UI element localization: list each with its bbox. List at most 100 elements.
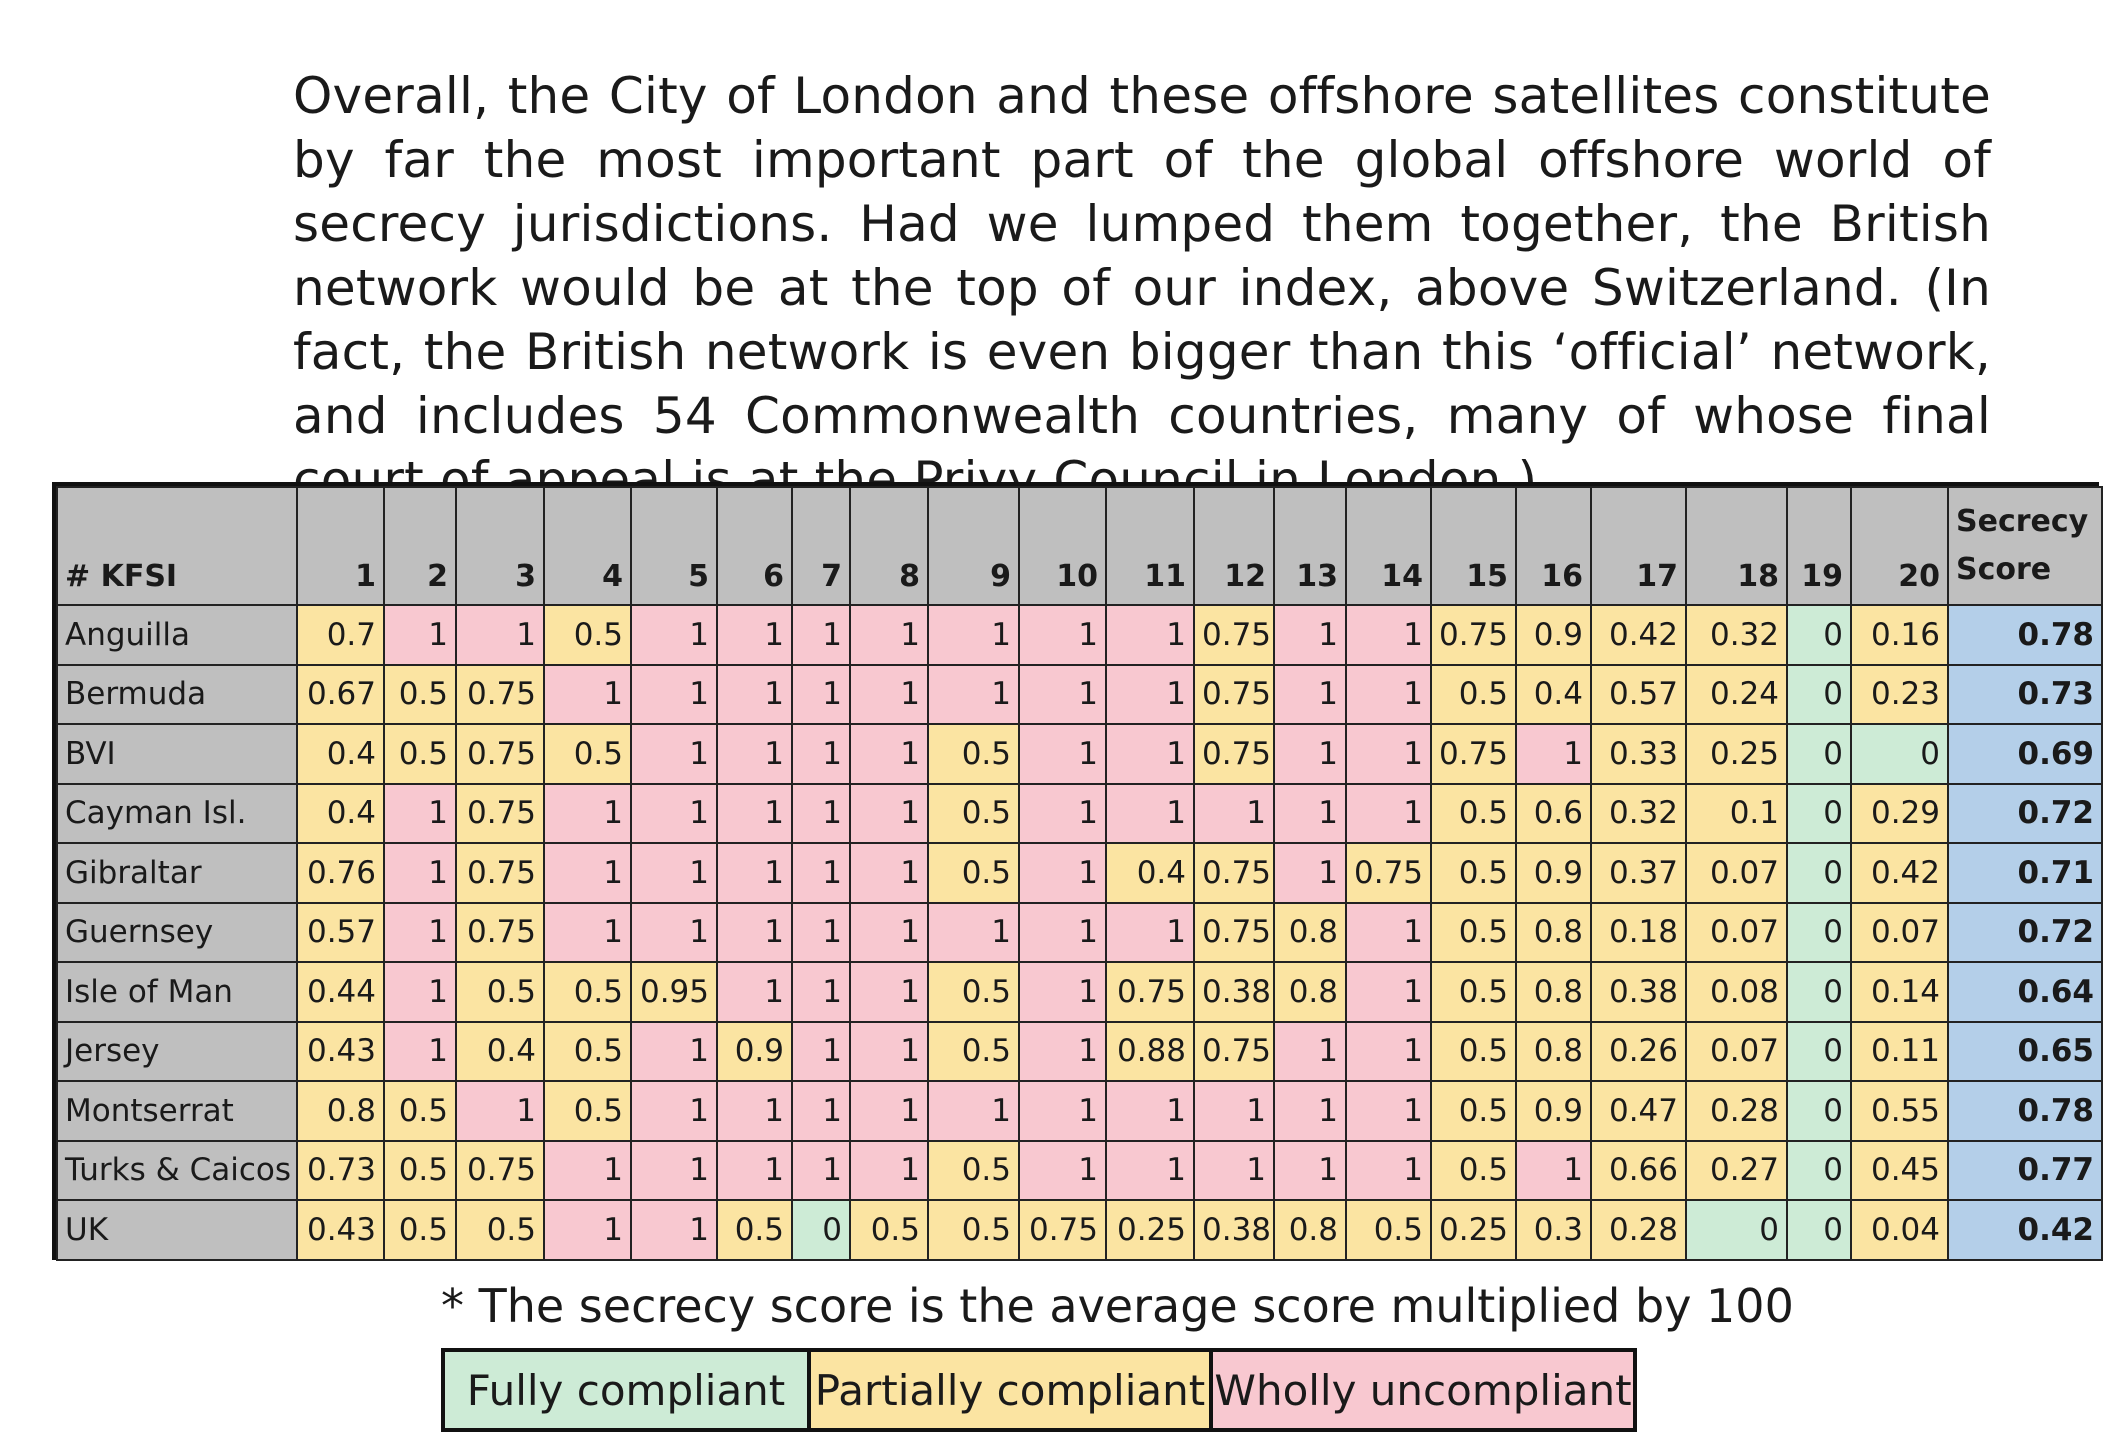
- kfsi-cell: 1: [630, 842, 718, 904]
- kfsi-column-header: 5: [630, 486, 718, 606]
- kfsi-cell: 1: [849, 723, 929, 785]
- kfsi-cell: 1: [1018, 604, 1107, 666]
- kfsi-cell: 1: [927, 1080, 1020, 1142]
- kfsi-cell: 0.38: [1193, 1199, 1275, 1261]
- kfsi-cell: 0.75: [455, 723, 545, 785]
- kfsi-cell: 1: [630, 723, 718, 785]
- kfsi-cell: 1: [383, 782, 457, 844]
- kfsi-cell: 0.07: [1850, 901, 1949, 963]
- kfsi-column-header: 18: [1685, 486, 1788, 606]
- kfsi-cell: 0.67: [296, 663, 385, 725]
- kfsi-cell: 1: [1105, 723, 1195, 785]
- kfsi-cell: 0.5: [927, 1020, 1020, 1082]
- secrecy-score-header-line2: Score: [1956, 552, 2052, 587]
- kfsi-cell: 0.5: [927, 961, 1020, 1023]
- kfsi-cell: 1: [1345, 782, 1432, 844]
- kfsi-cell: 1: [716, 961, 793, 1023]
- kfsi-column-header: 16: [1515, 486, 1592, 606]
- kfsi-cell: 0.25: [1105, 1199, 1195, 1261]
- jurisdiction-name: Turks & Caicos: [56, 1139, 298, 1201]
- kfsi-cell: 0.4: [455, 1020, 545, 1082]
- kfsi-cell: 1: [849, 663, 929, 725]
- kfsi-cell: 0.8: [1273, 1199, 1347, 1261]
- kfsi-cell: 1: [630, 1199, 718, 1261]
- kfsi-cell: 1: [791, 604, 851, 666]
- kfsi-cell: 0.75: [1345, 842, 1432, 904]
- kfsi-cell: 0: [1786, 901, 1852, 963]
- kfsi-cell: 0: [1850, 723, 1949, 785]
- kfsi-cell: 0.42: [1850, 842, 1949, 904]
- kfsi-cell: 0.75: [1430, 723, 1517, 785]
- kfsi-cell: 0.33: [1590, 723, 1687, 785]
- kfsi-cell: 1: [849, 1139, 929, 1201]
- intro-paragraph: Overall, the City of London and these of…: [293, 67, 1991, 509]
- kfsi-cell: 1: [1193, 782, 1275, 844]
- kfsi-cell: 1: [1345, 1080, 1432, 1142]
- kfsi-cell: 1: [849, 782, 929, 844]
- secrecy-score-cell: 0.65: [1947, 1020, 2103, 1082]
- kfsi-cell: 1: [1345, 961, 1432, 1023]
- kfsi-column-header: 2: [383, 486, 457, 606]
- secrecy-score-header: Secrecy Score: [1947, 486, 2103, 606]
- kfsi-cell: 1: [1273, 723, 1347, 785]
- kfsi-cell: 0.08: [1685, 961, 1788, 1023]
- kfsi-cell: 0.1: [1685, 782, 1788, 844]
- kfsi-cell: 0.38: [1193, 961, 1275, 1023]
- kfsi-cell: 0.5: [543, 1020, 632, 1082]
- kfsi-cell: 0.5: [543, 604, 632, 666]
- kfsi-cell: 0.9: [1515, 842, 1592, 904]
- kfsi-cell: 0.5: [455, 961, 545, 1023]
- kfsi-cell: 1: [630, 1020, 718, 1082]
- kfsi-cell: 0.5: [927, 1139, 1020, 1201]
- kfsi-cell: 1: [849, 842, 929, 904]
- kfsi-cell: 0.5: [543, 723, 632, 785]
- kfsi-cell: 1: [849, 961, 929, 1023]
- kfsi-cell: 1: [1273, 1139, 1347, 1201]
- kfsi-cell: 0.8: [296, 1080, 385, 1142]
- kfsi-cell: 0.5: [455, 1199, 545, 1261]
- kfsi-cell: 0.29: [1850, 782, 1949, 844]
- jurisdiction-name: Gibraltar: [56, 842, 298, 904]
- jurisdiction-name: Montserrat: [56, 1080, 298, 1142]
- kfsi-cell: 0.5: [1430, 961, 1517, 1023]
- kfsi-cell: 1: [849, 901, 929, 963]
- table-row: Bermuda 0.67 0.5 0.75 1 1 1 1 1 1 1 1 0.75 1 1 0.5 0.4 0.…: [56, 663, 2103, 725]
- kfsi-cell: 1: [716, 723, 793, 785]
- secrecy-score-cell: 0.77: [1947, 1139, 2103, 1201]
- kfsi-cell: 1: [1105, 782, 1195, 844]
- kfsi-cell: 1: [630, 782, 718, 844]
- kfsi-cell: 0.45: [1850, 1139, 1949, 1201]
- kfsi-cell: 0.5: [1430, 901, 1517, 963]
- table-row: Turks & Caicos 0.73 0.5 0.75 1 1 1 1 1 0.5 1 1 1 1 1 0.…: [56, 1139, 2103, 1201]
- secrecy-score-cell: 0.78: [1947, 1080, 2103, 1142]
- kfsi-cell: 1: [1273, 842, 1347, 904]
- kfsi-cell: 1: [1273, 1020, 1347, 1082]
- kfsi-cell: 0.5: [383, 1080, 457, 1142]
- kfsi-cell: 0.9: [1515, 604, 1592, 666]
- jurisdiction-name: Cayman Isl.: [56, 782, 298, 844]
- kfsi-cell: 0.9: [716, 1020, 793, 1082]
- kfsi-cell: 0.38: [1590, 961, 1687, 1023]
- kfsi-cell: 0.5: [927, 1199, 1020, 1261]
- kfsi-cell: 1: [1345, 723, 1432, 785]
- kfsi-cell: 0.14: [1850, 961, 1949, 1023]
- kfsi-cell: 1: [630, 1139, 718, 1201]
- kfsi-cell: 1: [630, 663, 718, 725]
- kfsi-cell: 1: [630, 604, 718, 666]
- kfsi-column-header: 20: [1850, 486, 1949, 606]
- kfsi-cell: 0.5: [927, 842, 1020, 904]
- kfsi-cell: 0.5: [1430, 842, 1517, 904]
- kfsi-cell: 1: [383, 842, 457, 904]
- kfsi-cell: 1: [1515, 723, 1592, 785]
- kfsi-cell: 0.8: [1273, 901, 1347, 963]
- table-row: UK 0.43 0.5 0.5 1 1 0.5 0 0.5 0.5 0.75 0.25 0.38 0.8 0…: [56, 1199, 2103, 1261]
- kfsi-cell: 0.76: [296, 842, 385, 904]
- kfsi-cell: 0.28: [1685, 1080, 1788, 1142]
- kfsi-cell: 1: [791, 1139, 851, 1201]
- kfsi-cell: 0.75: [1193, 842, 1275, 904]
- kfsi-cell: 1: [1018, 1080, 1107, 1142]
- footnote: * The secrecy score is the average score…: [441, 1279, 1794, 1333]
- kfsi-cell: 1: [630, 1080, 718, 1142]
- table-row: Cayman Isl. 0.4 1 0.75 1 1 1 1 1 0.5 1 1 1 1 1 0.5 0.6 0.…: [56, 782, 2103, 844]
- kfsi-cell: 0.28: [1590, 1199, 1687, 1261]
